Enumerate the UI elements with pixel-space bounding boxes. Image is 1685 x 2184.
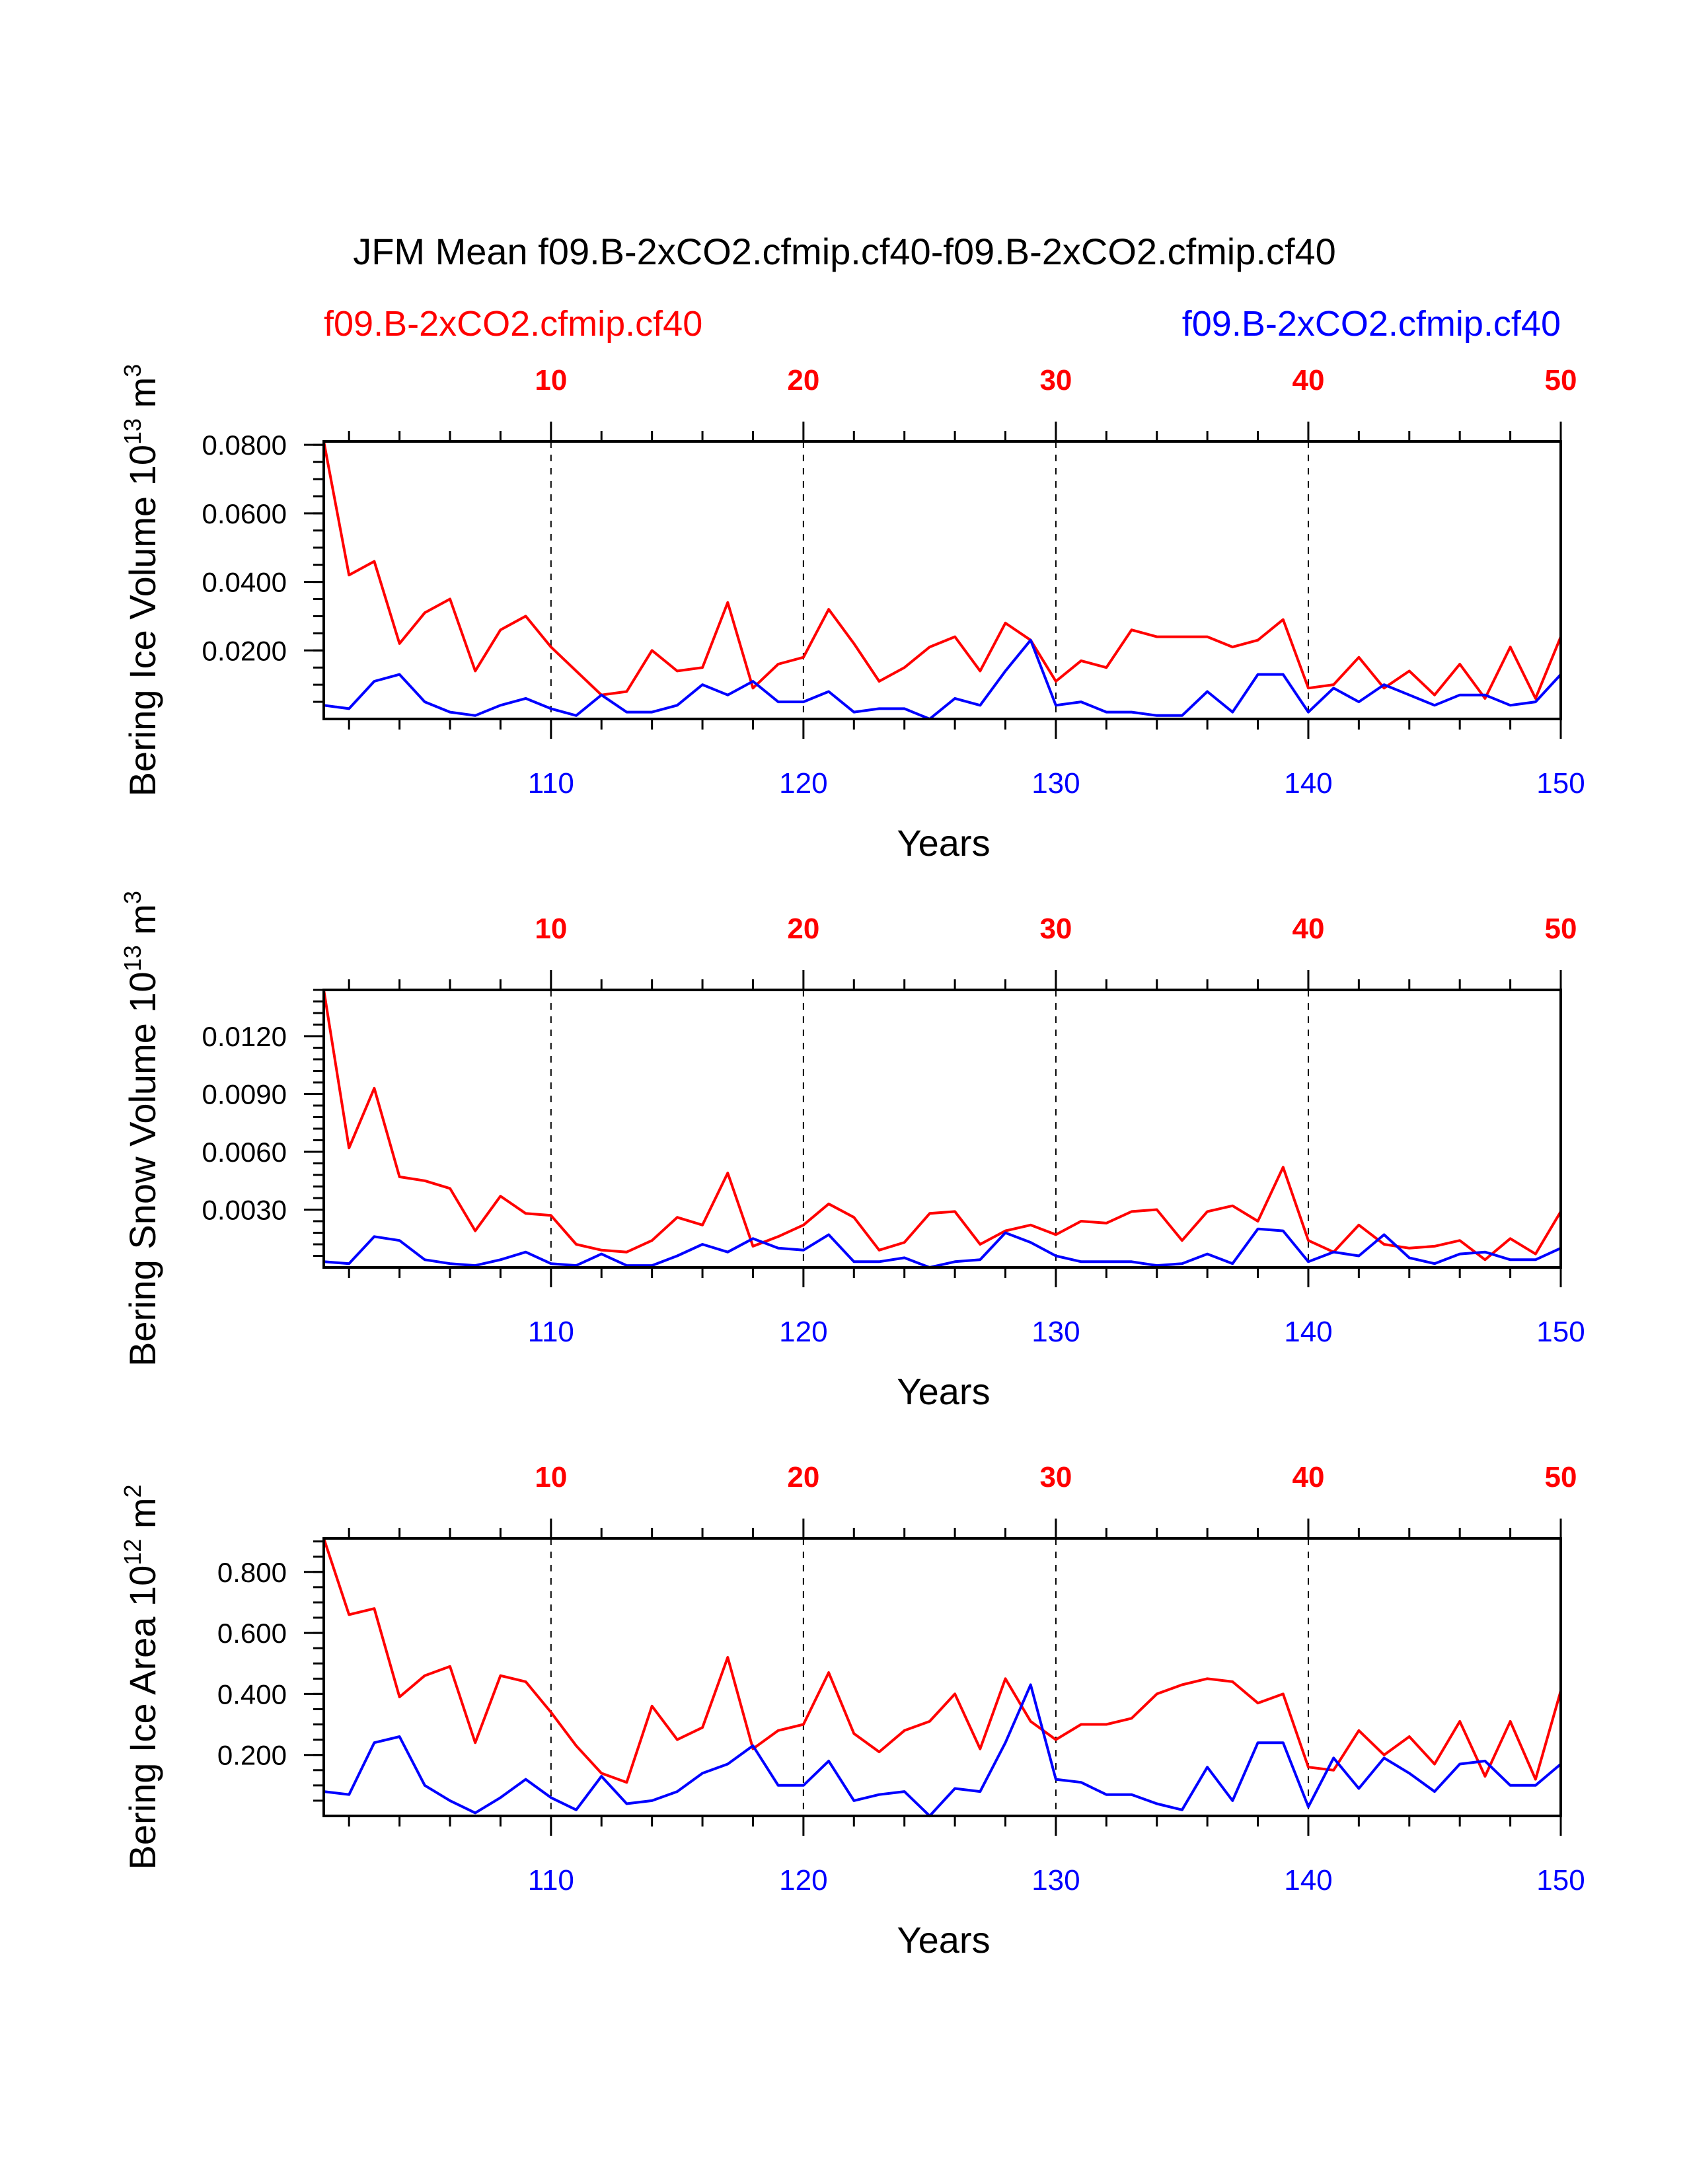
ytick-label: 0.200 <box>217 1740 287 1771</box>
xtick-label-top: 20 <box>787 1461 819 1493</box>
legend-label-blue: f09.B-2xCO2.cfmip.cf40 <box>1182 304 1561 344</box>
yaxis-label: Bering Snow Volume 1013 m3 <box>119 891 163 1367</box>
xaxis-label: Years <box>897 1371 990 1412</box>
ytick-label: 0.0600 <box>202 498 287 529</box>
series-line-blue <box>323 1683 1562 1817</box>
xtick-label-top: 30 <box>1039 913 1072 945</box>
xtick-label-top: 10 <box>535 913 567 945</box>
xtick-label-bottom: 130 <box>1031 1864 1080 1897</box>
panel-3: 110 120 130 140 150 10 20 30 40 50 0.200 0.400 0.600… <box>119 1461 1585 1961</box>
xaxis-label: Years <box>897 1919 990 1961</box>
yaxis-label: Bering Ice Volume 1013 m3 <box>119 364 163 797</box>
panel-1: 110 120 130 140 150 10 20 30 40 50 0.0200 0.0400 0.0… <box>119 364 1585 864</box>
xtick-label-bottom: 120 <box>779 767 827 800</box>
xtick-label-bottom: 130 <box>1031 1316 1080 1348</box>
xtick-label-bottom: 120 <box>779 1864 827 1897</box>
ytick-label: 0.600 <box>217 1618 287 1649</box>
xtick-label-top: 40 <box>1292 1461 1324 1493</box>
series-line-red <box>322 441 1562 700</box>
ytick-label: 0.0200 <box>202 635 287 666</box>
xaxis-label: Years <box>897 822 990 864</box>
xtick-label-bottom: 130 <box>1031 767 1080 800</box>
xtick-label-bottom: 140 <box>1284 1864 1332 1897</box>
ytick-label: 0.0030 <box>202 1195 287 1226</box>
figure-title: JFM Mean f09.B-2xCO2.cfmip.cf40-f09.B-2x… <box>353 231 1336 272</box>
ytick-label: 0.400 <box>217 1678 287 1710</box>
xtick-label-top: 50 <box>1545 364 1577 396</box>
xtick-label-bottom: 110 <box>528 767 574 800</box>
xtick-label-top: 50 <box>1545 1461 1577 1493</box>
xtick-label-top: 50 <box>1545 913 1577 945</box>
xtick-label-bottom: 120 <box>779 1316 827 1348</box>
xtick-label-bottom: 140 <box>1284 1316 1332 1348</box>
series-line-red <box>322 989 1562 1261</box>
plot-frame <box>322 440 1562 720</box>
series-line-blue <box>323 1227 1561 1269</box>
xtick-label-top: 30 <box>1039 1461 1072 1493</box>
series-line-red <box>322 1538 1562 1784</box>
ytick-label: 0.0090 <box>202 1079 287 1110</box>
series-line-blue <box>323 638 1562 720</box>
xtick-label-bottom: 110 <box>528 1864 574 1897</box>
xtick-label-bottom: 110 <box>528 1316 574 1348</box>
xtick-label-top: 20 <box>787 364 819 396</box>
plot-frame <box>322 989 1562 1269</box>
panels: 110 120 130 140 150 10 20 30 40 50 0.0200 0.0400 0.0… <box>119 364 1585 1961</box>
xtick-label-top: 40 <box>1292 913 1324 945</box>
xtick-label-bottom: 150 <box>1536 1864 1585 1897</box>
xtick-label-top: 30 <box>1039 364 1072 396</box>
xtick-label-bottom: 150 <box>1536 1316 1585 1348</box>
yaxis-label: Bering Ice Area 1012 m2 <box>119 1484 163 1869</box>
panel-2: 110 120 130 140 150 10 20 30 40 50 0.0030 0.0060 0.0… <box>119 891 1585 1412</box>
xtick-label-top: 10 <box>535 1461 567 1493</box>
ytick-label: 0.0800 <box>202 430 287 461</box>
xtick-label-top: 20 <box>787 913 819 945</box>
ytick-label: 0.800 <box>217 1557 287 1588</box>
ytick-label: 0.0400 <box>202 567 287 598</box>
ytick-label: 0.0060 <box>202 1137 287 1168</box>
xtick-label-bottom: 140 <box>1284 767 1332 800</box>
legend-label-red: f09.B-2xCO2.cfmip.cf40 <box>324 304 702 344</box>
ytick-label: 0.0120 <box>202 1021 287 1052</box>
xtick-label-top: 40 <box>1292 364 1324 396</box>
plot-frame <box>322 1537 1562 1817</box>
xtick-label-top: 10 <box>535 364 567 396</box>
xtick-label-bottom: 150 <box>1536 767 1585 800</box>
